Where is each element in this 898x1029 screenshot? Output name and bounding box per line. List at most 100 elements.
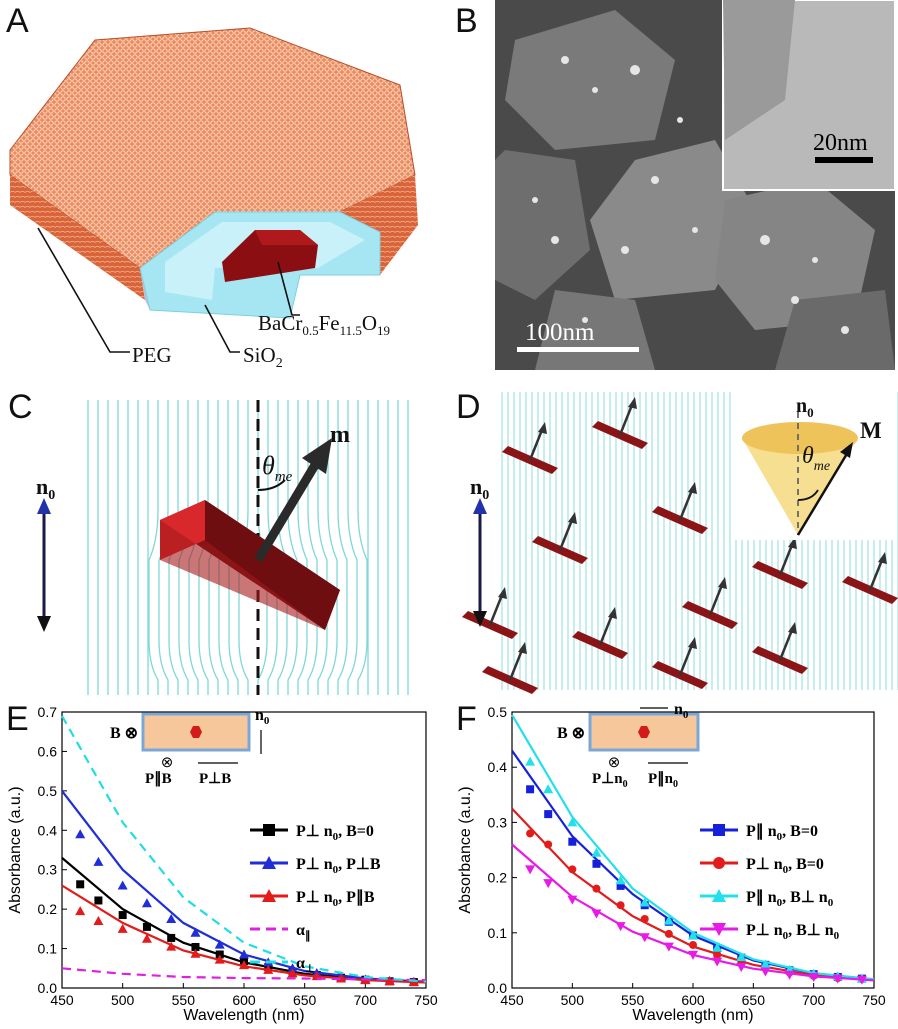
panel-letter-f: F <box>456 700 477 738</box>
data-point <box>336 973 347 983</box>
data-point <box>713 950 722 959</box>
inset-scale-label: 20nm <box>813 130 868 156</box>
data-point <box>93 856 104 866</box>
sem-micrograph: 20nm 100nm <box>495 0 896 370</box>
panel-letter-c: C <box>8 388 33 426</box>
data-point <box>117 923 128 933</box>
data-point <box>526 785 535 794</box>
data-point <box>263 964 274 974</box>
data-point <box>239 960 249 970</box>
nanoplatelet-schematic: PEG SiO2 BaCr0.5Fe11.5O19 <box>9 27 418 371</box>
y-tick-label: 0.2 <box>488 870 508 886</box>
panel-letter-e: E <box>6 700 29 738</box>
core-formula-label: BaCr0.5Fe11.5O19 <box>258 311 390 338</box>
data-point <box>639 933 650 943</box>
data-point <box>214 939 225 949</box>
data-point <box>75 829 86 839</box>
data-point <box>760 959 771 969</box>
y-tick-label: 0.1 <box>38 941 58 957</box>
data-point <box>616 901 625 910</box>
inset-n0-label: n0 <box>255 707 270 727</box>
x-tick-label: 550 <box>621 992 645 1008</box>
y-tick-label: 0.3 <box>38 862 58 878</box>
data-point <box>239 949 249 959</box>
data-point <box>784 970 795 980</box>
inset-b-label: B ⊗ <box>557 725 585 742</box>
data-point <box>262 889 276 902</box>
d-theta-label: θme <box>802 443 830 474</box>
main-scale-label: 100nm <box>525 319 595 346</box>
platelet-12 <box>482 642 538 694</box>
legend-label: α∥ <box>296 922 310 942</box>
data-point <box>287 963 298 973</box>
peg-label: PEG <box>132 343 172 367</box>
x-tick-label: 450 <box>50 992 74 1008</box>
data-point <box>592 884 601 893</box>
legend-label: α⊥ <box>296 955 315 975</box>
x-tick-label: 450 <box>500 992 524 1008</box>
data-point <box>142 922 151 931</box>
series-curve <box>61 715 427 983</box>
x-tick-label: 750 <box>862 992 886 1008</box>
plot-frame <box>61 711 427 989</box>
data-point <box>93 915 104 925</box>
panel-a: PEG SiO2 BaCr0.5Fe11.5O19 A <box>0 0 450 385</box>
sio2-label: SiO2 <box>243 343 283 371</box>
y-tick-label: 0.0 <box>488 980 508 996</box>
series-4 <box>61 967 427 982</box>
legend-label: P⊥ n0, P∥B <box>296 889 375 909</box>
panel-e: 450 500 550 600 650 700 750 0.0 0.1 0.2 0.3 0.4 0.5 0… <box>0 700 450 1024</box>
x-tick-label: 550 <box>172 992 196 1008</box>
data-point <box>166 941 177 951</box>
platelet-6 <box>572 607 628 659</box>
data-point <box>591 909 602 919</box>
y-tick-label: 0.1 <box>488 925 508 941</box>
chart-f: 450 500 550 600 650 700 750 0.0 0.1 0.2 0.3 0.4 0.5 W… <box>457 701 886 1024</box>
series-5 <box>61 715 427 983</box>
inset-n0-label: n0 <box>674 701 689 721</box>
data-point <box>287 968 298 978</box>
data-point <box>567 895 578 905</box>
data-point <box>190 927 201 937</box>
data-point <box>141 898 152 908</box>
y-tick-label: 0.4 <box>38 822 58 838</box>
legend-label: P⊥ n0, B=0 <box>746 856 824 876</box>
data-point <box>736 963 747 973</box>
data-point <box>688 930 698 940</box>
data-point <box>117 880 128 890</box>
data-point <box>640 915 649 923</box>
platelet-5 <box>462 587 518 639</box>
cell-inset: B ⊗ ⊗ n0 P∥B P⊥B <box>110 707 270 787</box>
data-point <box>525 756 536 766</box>
data-point <box>615 922 626 932</box>
inset-p-par: P∥n0 <box>648 771 678 790</box>
data-point <box>214 954 225 964</box>
d-M-label: M <box>860 418 882 443</box>
platelet-2 <box>592 397 648 449</box>
panel-f: 450 500 550 600 650 700 750 0.0 0.1 0.2 0.3 0.4 0.5 W… <box>450 700 898 1024</box>
data-point <box>75 906 86 916</box>
c-theta-label: θme <box>262 451 293 485</box>
d-n0-label: n0 <box>470 474 489 503</box>
y-tick-label: 0.5 <box>488 704 508 720</box>
peg-side-surface <box>10 175 145 300</box>
data-point <box>712 942 723 952</box>
data-point <box>94 896 103 905</box>
data-point <box>190 948 201 958</box>
y-tick-label: 0.0 <box>38 980 58 996</box>
x-tick-label: 700 <box>802 992 826 1008</box>
y-tick-label: 0.2 <box>38 901 58 917</box>
x-tick-label: 650 <box>742 992 766 1008</box>
data-point <box>525 865 536 875</box>
data-point <box>688 950 698 960</box>
platelet-1 <box>502 422 558 474</box>
legend: P⊥ n0, B=0 P⊥ n0, P⊥B P⊥ n0, P∥B α∥ α⊥ <box>250 823 381 975</box>
data-point <box>166 914 177 923</box>
data-point <box>832 974 843 984</box>
inset-cross-symbol: ⊗ <box>608 754 621 771</box>
data-point <box>664 929 673 938</box>
legend-label: P⊥ n0, B=0 <box>296 823 374 843</box>
data-point <box>544 810 553 819</box>
series-4 <box>511 843 875 985</box>
platelet-9 <box>842 552 898 604</box>
